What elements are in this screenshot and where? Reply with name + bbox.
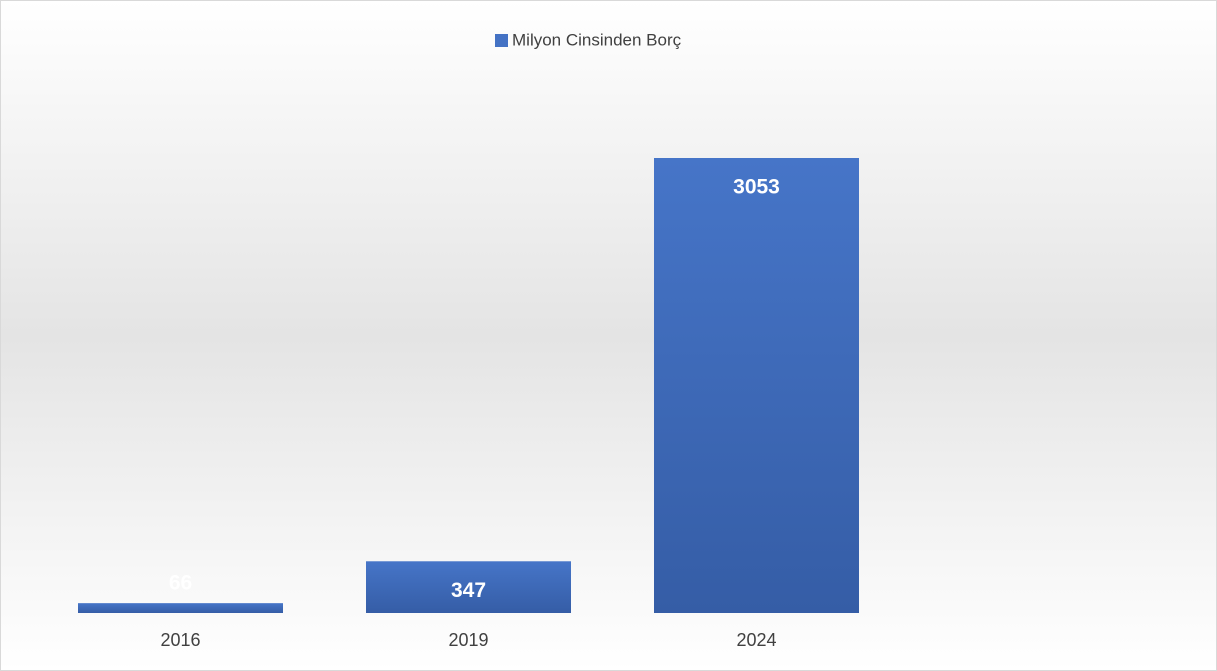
legend-label: Milyon Cinsinden Borç — [512, 30, 682, 49]
bar — [654, 158, 859, 613]
legend: Milyon Cinsinden Borç — [495, 30, 682, 49]
legend-swatch — [495, 34, 508, 47]
bar — [78, 603, 283, 613]
x-tick-label: 2019 — [448, 630, 488, 650]
data-label: 3053 — [733, 176, 780, 199]
data-label: 66 — [169, 572, 192, 595]
x-tick-label: 2016 — [160, 630, 200, 650]
bar — [366, 561, 571, 613]
x-tick-label: 2024 — [736, 630, 776, 650]
data-label: 347 — [451, 579, 486, 602]
